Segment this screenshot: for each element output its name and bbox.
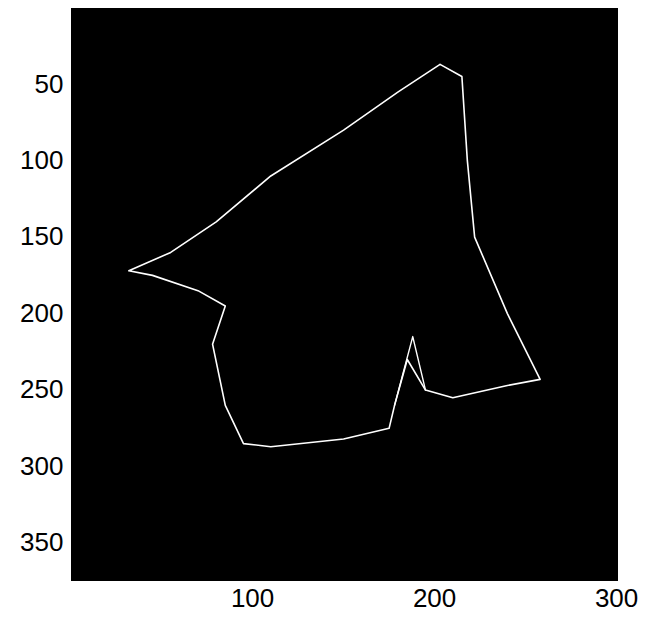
svg-text:200: 200 bbox=[20, 298, 63, 328]
svg-text:300: 300 bbox=[595, 583, 638, 613]
svg-text:200: 200 bbox=[413, 583, 456, 613]
svg-text:350: 350 bbox=[20, 527, 63, 557]
svg-text:250: 250 bbox=[20, 374, 63, 404]
svg-text:150: 150 bbox=[20, 221, 63, 251]
svg-text:100: 100 bbox=[231, 583, 274, 613]
svg-text:50: 50 bbox=[35, 69, 64, 99]
svg-text:300: 300 bbox=[20, 451, 63, 481]
svg-text:100: 100 bbox=[20, 145, 63, 175]
